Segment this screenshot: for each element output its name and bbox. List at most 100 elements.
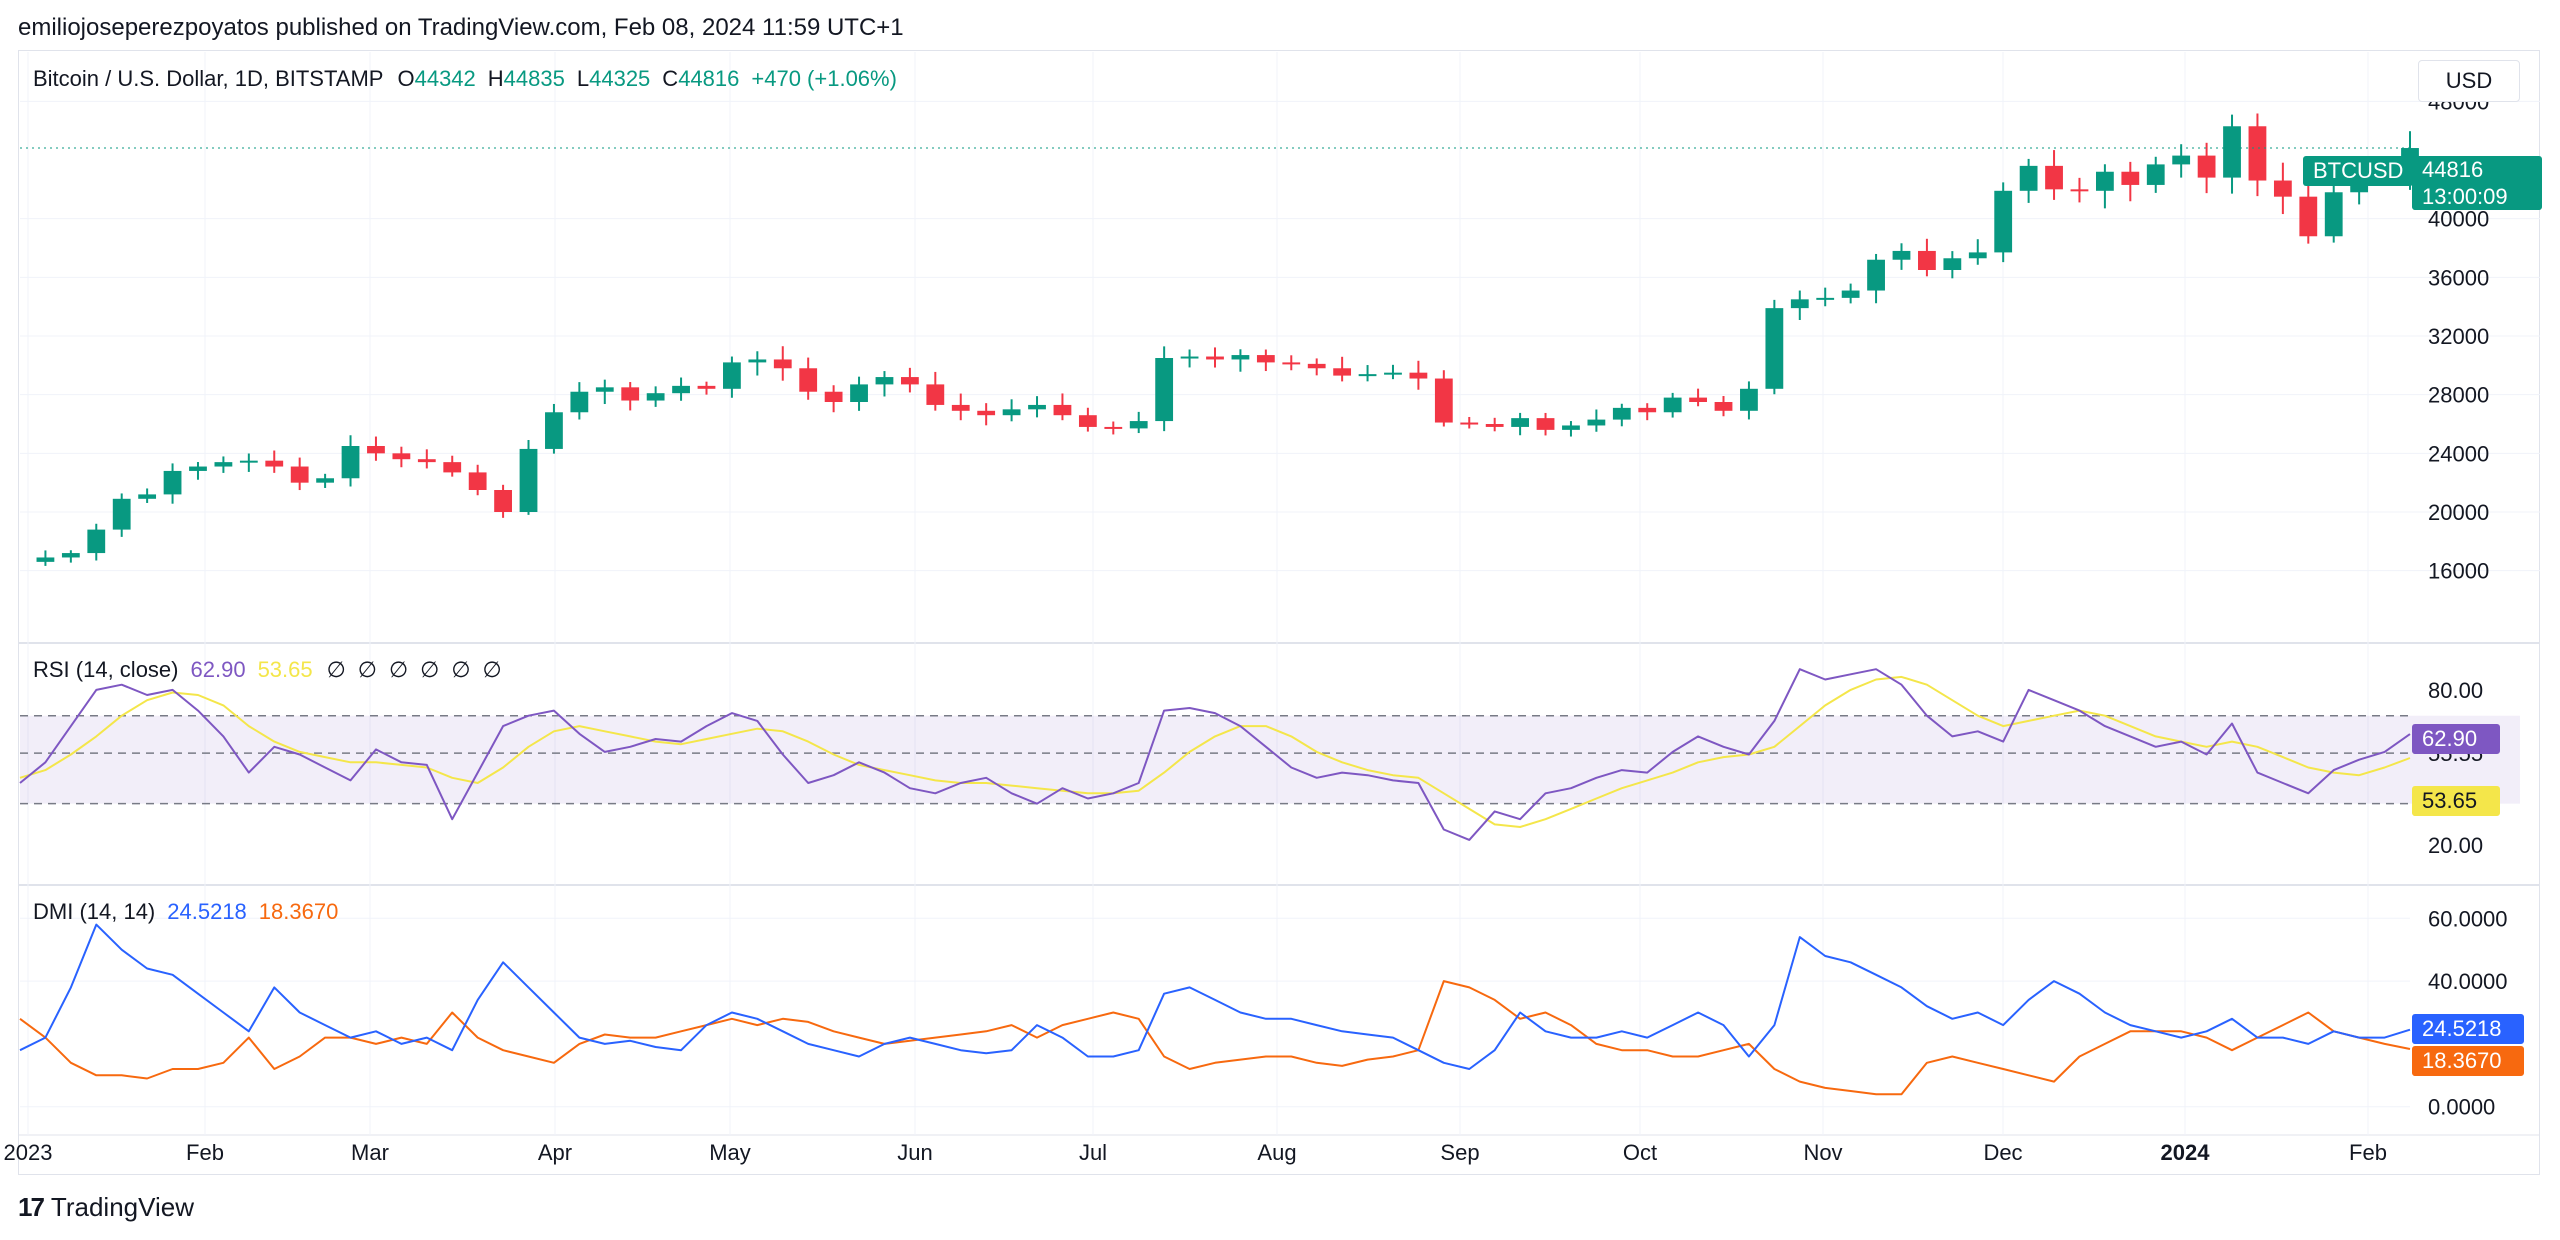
- x-tick-label: Nov: [1803, 1140, 1842, 1165]
- candle-body: [2095, 171, 2114, 191]
- rsi-extra-symbol: ∅: [451, 657, 471, 682]
- footer-brand[interactable]: 17 TradingView: [18, 1192, 194, 1223]
- x-tick-label: Jun: [897, 1140, 932, 1165]
- candle-body: [723, 362, 741, 389]
- candle-body: [1714, 402, 1733, 411]
- candle-body: [1968, 252, 1987, 259]
- candle-body: [341, 446, 360, 479]
- x-tick-label: Feb: [186, 1140, 224, 1165]
- main-legend: Bitcoin / U.S. Dollar, 1D, BITSTAMP O4434…: [33, 66, 903, 92]
- open-label: O: [397, 66, 415, 91]
- candle-body: [1765, 308, 1784, 389]
- price-axis-label: 32000: [2428, 324, 2489, 349]
- dmi-axis-label: 40.0000: [2428, 969, 2508, 994]
- low-value: 44325: [589, 66, 651, 91]
- candle-body: [875, 377, 894, 385]
- candle-body: [1663, 397, 1682, 413]
- rsi-label: RSI (14, close): [33, 657, 179, 682]
- rsi-extra-symbol: ∅: [357, 657, 377, 682]
- minus-di-tag: 18.3670: [2412, 1046, 2524, 1076]
- candle-body: [214, 462, 233, 467]
- candle-body: [2223, 126, 2241, 178]
- symbol-label: Bitcoin / U.S. Dollar, 1D, BITSTAMP: [33, 66, 384, 91]
- close-label: C: [662, 66, 679, 91]
- candle-body: [824, 391, 843, 402]
- high-value: 44835: [503, 66, 565, 91]
- candle-body: [2121, 171, 2140, 185]
- x-tick-label: Dec: [1983, 1140, 2022, 1165]
- tradingview-logo-icon: 17: [18, 1192, 45, 1222]
- currency-button[interactable]: USD: [2418, 60, 2520, 102]
- candle-body: [1104, 426, 1123, 429]
- candle-body: [392, 453, 411, 460]
- candle-body: [367, 446, 385, 454]
- candle-body: [36, 557, 55, 562]
- candle-body: [1256, 355, 1275, 363]
- candle-body: [1180, 356, 1199, 359]
- close-value: 44816: [678, 66, 740, 91]
- candle-body: [1943, 258, 1962, 270]
- candle-body: [1384, 372, 1402, 375]
- candle-body: [1434, 378, 1453, 423]
- x-tick-label: Apr: [538, 1140, 572, 1165]
- candle-body: [1689, 397, 1707, 402]
- x-tick-label: May: [709, 1140, 751, 1165]
- candle-body: [1358, 374, 1377, 377]
- rsi-axis-label: 20.00: [2428, 833, 2483, 858]
- candle-body: [799, 368, 818, 392]
- candle-body: [1002, 409, 1021, 416]
- plus-di-value: 24.5218: [167, 899, 247, 924]
- candle-body: [2045, 165, 2063, 190]
- rsi-extra-symbol: ∅: [326, 657, 346, 682]
- candle-body: [494, 490, 512, 512]
- candle-body: [748, 359, 767, 363]
- x-tick-label: 2024: [2161, 1140, 2211, 1165]
- candle-body: [621, 387, 640, 401]
- candle-body: [1536, 418, 1555, 430]
- candle-body: [773, 359, 792, 369]
- price-axis-label: 20000: [2428, 500, 2489, 525]
- candle-body: [1612, 407, 1631, 420]
- dmi-label: DMI (14, 14): [33, 899, 156, 924]
- rsi-band-fill: [20, 715, 2520, 804]
- candle-body: [900, 377, 919, 385]
- rsi-ma-tag: 53.65: [2412, 786, 2500, 816]
- candle-body: [443, 462, 462, 473]
- candle-body: [87, 529, 106, 554]
- candle-body: [1994, 190, 2013, 253]
- candle-body: [1816, 297, 1835, 300]
- candle-body: [951, 404, 970, 411]
- candle-body: [138, 494, 157, 499]
- candle-body: [2172, 155, 2191, 165]
- dmi-legend: DMI (14, 14) 24.5218 18.3670: [33, 899, 344, 925]
- rsi-axis-label: 80.00: [2428, 678, 2483, 703]
- candle-body: [977, 410, 996, 416]
- candle-body: [1460, 422, 1479, 425]
- candle-body: [468, 472, 487, 490]
- low-label: L: [576, 66, 590, 91]
- last-price-tag: 44816 13:00:09: [2412, 156, 2542, 210]
- candle-body: [2273, 180, 2292, 197]
- candle-body: [595, 387, 614, 392]
- candle-body: [646, 393, 665, 401]
- candle-body: [239, 460, 258, 463]
- candle-body: [1078, 415, 1097, 427]
- candle-body: [1231, 355, 1250, 360]
- candle-body: [672, 385, 690, 394]
- price-axis-label: 16000: [2428, 559, 2489, 584]
- candle-body: [265, 460, 284, 467]
- plus-di-tag: 24.5218: [2412, 1014, 2524, 1044]
- rsi-extra-values: ∅ ∅ ∅ ∅ ∅ ∅: [327, 657, 514, 682]
- rsi-value-tag: 62.90: [2412, 724, 2500, 754]
- candle-body: [316, 478, 335, 483]
- rsi-extra-symbol: ∅: [420, 657, 440, 682]
- candle-body: [1485, 424, 1504, 427]
- candle-body: [163, 470, 182, 495]
- candle-body: [1206, 356, 1224, 360]
- x-tick-label: Aug: [1257, 1140, 1296, 1165]
- chart-frame: [18, 50, 2540, 1175]
- rsi-legend: RSI (14, close) 62.90 53.65 ∅ ∅ ∅ ∅ ∅ ∅: [33, 657, 520, 683]
- minus-di-line: [19, 980, 2411, 1096]
- change-value: +470 (+1.06%): [751, 66, 897, 91]
